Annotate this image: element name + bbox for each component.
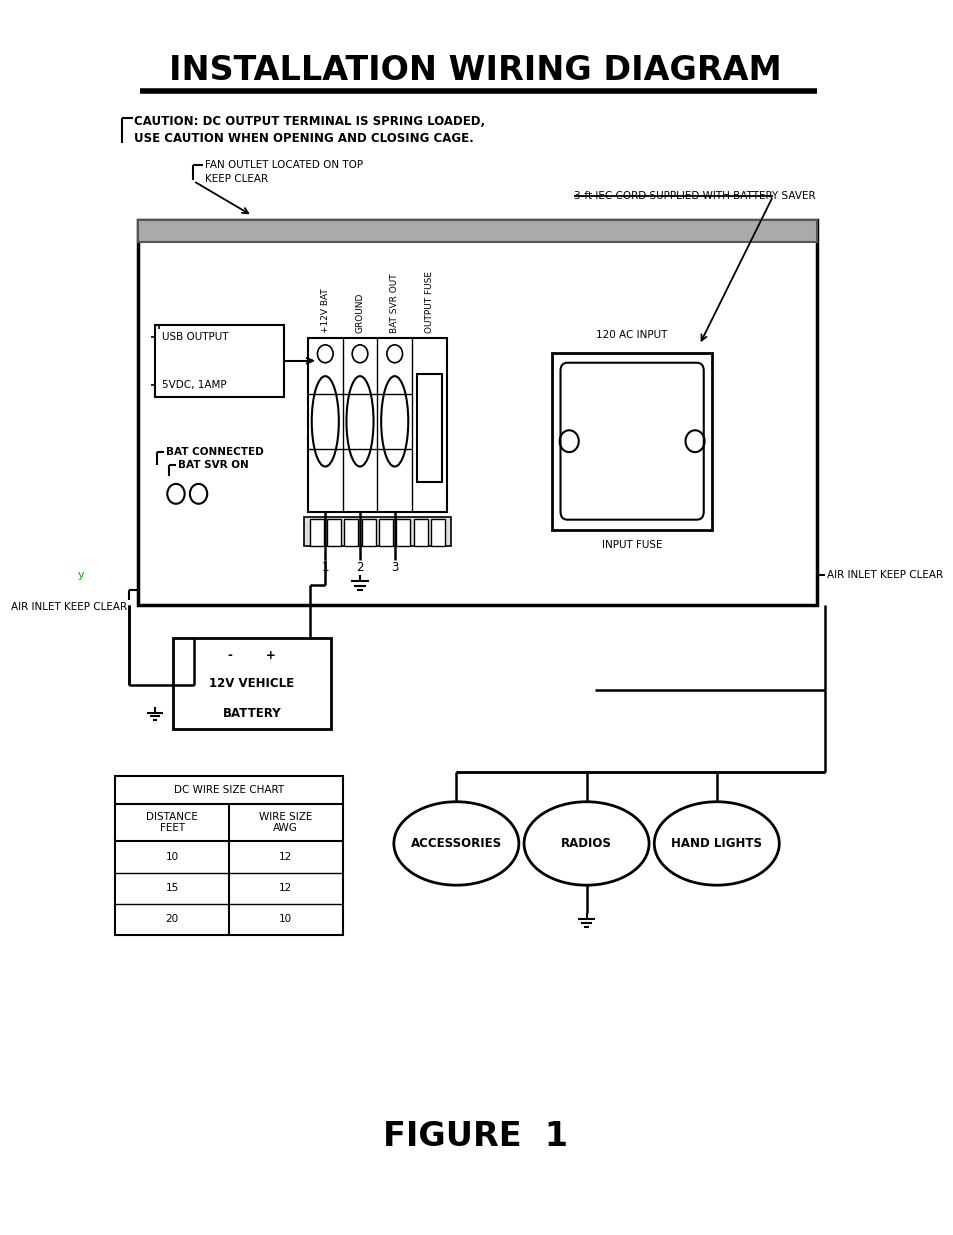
Bar xyxy=(378,519,393,546)
Text: y: y xyxy=(77,571,84,580)
Text: AIR INLET KEEP CLEAR: AIR INLET KEEP CLEAR xyxy=(11,603,128,613)
Bar xyxy=(344,519,358,546)
Bar xyxy=(303,516,451,546)
Text: FAN OUTLET LOCATED ON TOP: FAN OUTLET LOCATED ON TOP xyxy=(204,161,362,170)
Text: KEEP CLEAR: KEEP CLEAR xyxy=(204,174,268,184)
Bar xyxy=(310,519,323,546)
Text: 120 AC INPUT: 120 AC INPUT xyxy=(596,330,667,340)
Text: HAND LIGHTS: HAND LIGHTS xyxy=(671,837,761,850)
Bar xyxy=(137,220,816,242)
Bar xyxy=(414,519,427,546)
Text: 12: 12 xyxy=(279,852,293,862)
Text: -        +: - + xyxy=(228,650,275,662)
Text: RADIOS: RADIOS xyxy=(560,837,612,850)
Text: BAT SVR ON: BAT SVR ON xyxy=(177,459,248,471)
Bar xyxy=(551,353,712,530)
Text: FIGURE  1: FIGURE 1 xyxy=(382,1120,567,1153)
Text: USE CAUTION WHEN OPENING AND CLOSING CAGE.: USE CAUTION WHEN OPENING AND CLOSING CAG… xyxy=(134,132,474,144)
Text: 10: 10 xyxy=(165,852,178,862)
Text: 20: 20 xyxy=(165,914,178,924)
Bar xyxy=(155,325,283,396)
Text: INSTALLATION WIRING DIAGRAM: INSTALLATION WIRING DIAGRAM xyxy=(169,54,781,88)
Text: BAT SVR OUT: BAT SVR OUT xyxy=(390,273,398,333)
Text: +12V BAT: +12V BAT xyxy=(320,288,330,333)
Bar xyxy=(308,338,446,511)
Bar xyxy=(416,374,441,482)
Text: 5VDC, 1AMP: 5VDC, 1AMP xyxy=(162,379,227,389)
Text: 12V VEHICLE: 12V VEHICLE xyxy=(209,677,294,690)
Text: OUTPUT FUSE: OUTPUT FUSE xyxy=(424,270,434,333)
Text: USB OUTPUT: USB OUTPUT xyxy=(162,332,229,342)
Text: WIRE SIZE
AWG: WIRE SIZE AWG xyxy=(259,811,313,834)
Text: ACCESSORIES: ACCESSORIES xyxy=(411,837,501,850)
Text: 12: 12 xyxy=(279,883,293,893)
Bar xyxy=(361,519,375,546)
Text: DC WIRE SIZE CHART: DC WIRE SIZE CHART xyxy=(173,784,284,795)
Text: CAUTION: DC OUTPUT TERMINAL IS SPRING LOADED,: CAUTION: DC OUTPUT TERMINAL IS SPRING LO… xyxy=(134,115,485,128)
Text: 3: 3 xyxy=(391,561,398,574)
Text: 15: 15 xyxy=(165,883,178,893)
Text: BAT CONNECTED: BAT CONNECTED xyxy=(166,447,263,457)
Text: 3-ft IEC CORD SUPPLIED WITH BATTERY SAVER: 3-ft IEC CORD SUPPLIED WITH BATTERY SAVE… xyxy=(573,191,814,201)
Bar xyxy=(115,776,342,935)
Text: GROUND: GROUND xyxy=(355,293,364,333)
Bar xyxy=(396,519,410,546)
Bar xyxy=(172,637,331,729)
Text: AIR INLET KEEP CLEAR: AIR INLET KEEP CLEAR xyxy=(826,571,943,580)
Text: BATTERY: BATTERY xyxy=(222,706,281,720)
Text: INPUT FUSE: INPUT FUSE xyxy=(601,541,661,551)
Text: 10: 10 xyxy=(279,914,292,924)
Bar xyxy=(137,220,816,605)
Bar xyxy=(327,519,340,546)
Text: 1: 1 xyxy=(321,561,329,574)
Text: DISTANCE
FEET: DISTANCE FEET xyxy=(146,811,198,834)
Bar xyxy=(431,519,445,546)
Text: 2: 2 xyxy=(355,561,363,574)
